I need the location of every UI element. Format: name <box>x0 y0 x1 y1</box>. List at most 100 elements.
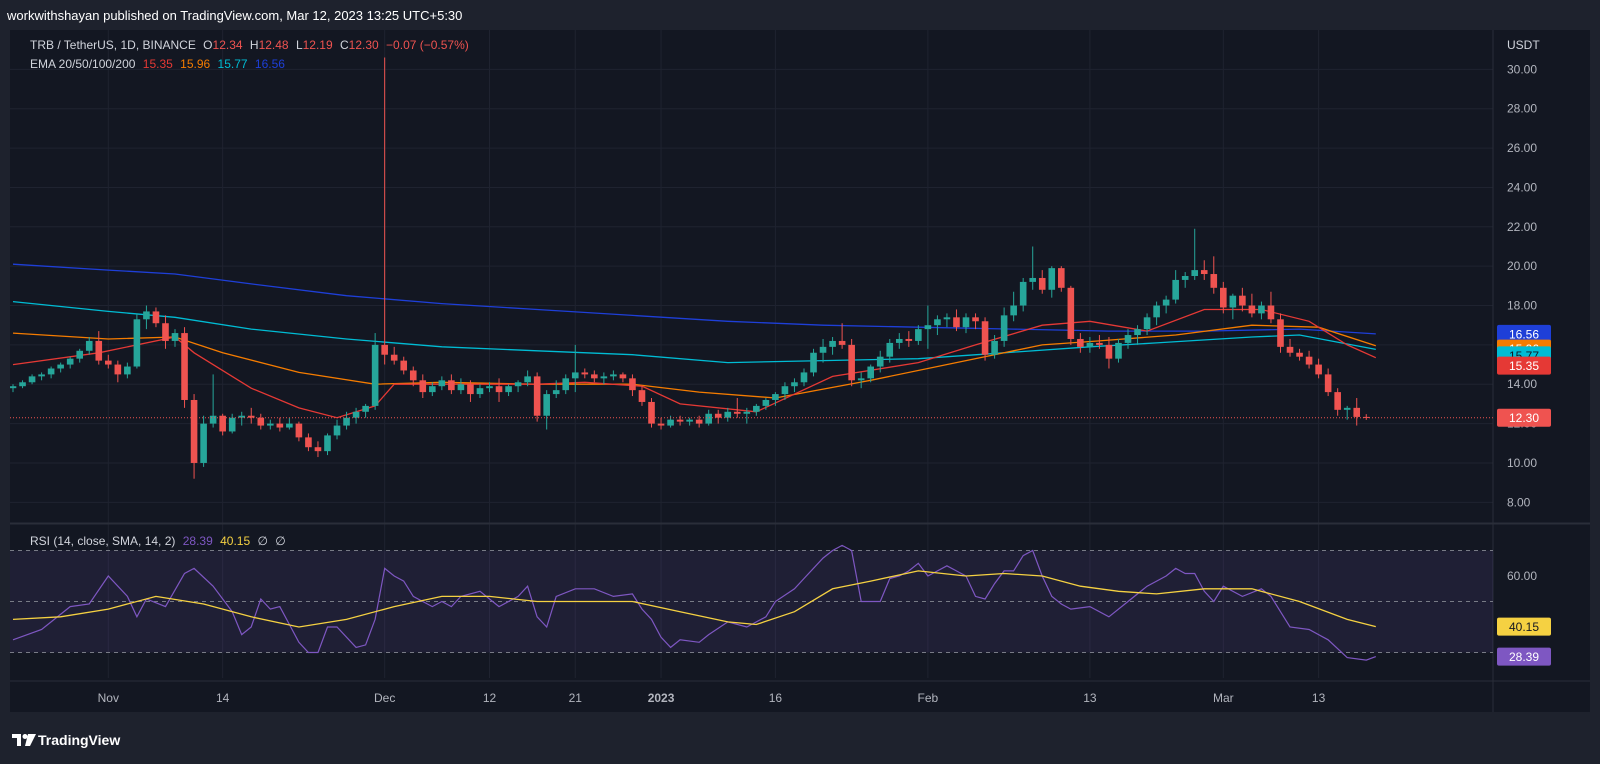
high-label: H <box>249 38 259 52</box>
candle-body-128 <box>1229 295 1237 308</box>
candle-body-64 <box>619 374 627 379</box>
candle-body-13 <box>133 319 141 367</box>
x-tick-12: 12 <box>483 691 497 705</box>
ema50-line <box>12 324 1377 399</box>
rsi-badge-0-text: 40.15 <box>1509 620 1539 634</box>
candle-body-4 <box>47 368 55 375</box>
price-tick-18: 18.00 <box>1507 299 1537 313</box>
candle-body-116 <box>1115 342 1122 359</box>
candle-body-132 <box>1267 305 1275 320</box>
candle-body-129 <box>1239 295 1246 306</box>
candle-body-9 <box>95 340 103 361</box>
change-value: −0.07 (−0.57%) <box>386 38 469 52</box>
rsi-tick-60: 60.00 <box>1507 569 1537 583</box>
price-badge-3-text: 15.35 <box>1509 359 1539 373</box>
ema200-value: 16.56 <box>254 57 285 71</box>
candle-body-19 <box>190 399 198 463</box>
candle-body-123 <box>1181 276 1189 280</box>
ema20-line <box>12 308 1377 419</box>
rsi-extra1: ∅ <box>257 534 268 548</box>
candle-body-96 <box>924 325 932 330</box>
candle-body-84 <box>810 352 817 373</box>
close-value: 12.30 <box>348 38 379 52</box>
rsi-sma-value: 40.15 <box>220 534 251 548</box>
rsi-value: 28.39 <box>182 534 213 548</box>
rsi-extra2: ∅ <box>275 534 286 548</box>
candle-body-15 <box>152 311 160 324</box>
chart-area[interactable]: 8.0010.0012.0014.0016.0018.0020.0022.002… <box>10 30 1590 712</box>
x-tick-Nov: Nov <box>98 691 119 705</box>
candle-body-73 <box>705 413 712 424</box>
candle-body-70 <box>676 419 684 422</box>
candle-body-28 <box>276 423 284 428</box>
candle-body-67 <box>648 401 655 424</box>
tradingview-brand[interactable]: TradingView <box>38 732 121 748</box>
candle-body-97 <box>934 319 941 326</box>
candle-body-18 <box>181 333 188 400</box>
candle-body-37 <box>362 405 369 412</box>
candle-body-101 <box>972 317 979 322</box>
candle-body-45 <box>438 380 446 387</box>
x-tick-13: 13 <box>1083 691 1097 705</box>
candle-body-109 <box>1048 268 1056 290</box>
candle-body-140 <box>1343 407 1351 410</box>
footer: TradingView <box>0 712 1600 764</box>
candle-body-88 <box>848 344 855 381</box>
candle-body-139 <box>1334 392 1341 410</box>
candle-body-3 <box>38 374 45 377</box>
rsi-badge-1-text: 28.39 <box>1509 650 1539 664</box>
candle-body-141 <box>1353 407 1361 417</box>
candle-body-42 <box>409 370 417 381</box>
candle-body-113 <box>1086 342 1094 347</box>
candle-body-39 <box>381 344 388 355</box>
candle-body-55 <box>533 376 541 416</box>
candle-body-127 <box>1220 287 1227 308</box>
rsi-legend: RSI (14, close, SMA, 14, 2) 28.39 40.15 … <box>30 534 290 548</box>
rsi-badge-1-bg <box>1497 647 1551 666</box>
candle-body-91 <box>876 356 884 367</box>
candle-body-12 <box>124 366 131 375</box>
price-badge-3-bg <box>1497 356 1551 375</box>
low-label: L <box>295 38 303 52</box>
candle-body-98 <box>943 317 951 320</box>
candle-body-69 <box>667 419 674 426</box>
candle-body-89 <box>857 378 865 381</box>
candle-body-118 <box>1134 329 1141 336</box>
candle-body-137 <box>1315 364 1322 375</box>
candle-body-34 <box>333 425 341 436</box>
candle-body-122 <box>1172 279 1179 300</box>
rsi-sma-line <box>12 570 1376 628</box>
x-tick-13: 13 <box>1312 691 1326 705</box>
candle-body-48 <box>467 384 474 395</box>
candle-body-124 <box>1191 270 1199 276</box>
candle-body-6 <box>66 358 74 365</box>
candle-body-103 <box>991 340 998 355</box>
x-tick-Dec: Dec <box>374 691 395 705</box>
ema100-value: 15.77 <box>217 57 248 71</box>
ema-legend: EMA 20/50/100/200 15.35 15.96 15.77 16.5… <box>30 57 289 71</box>
candle-body-134 <box>1286 346 1294 353</box>
candle-body-35 <box>343 417 350 426</box>
candle-body-112 <box>1077 338 1084 347</box>
x-tick-Mar: Mar <box>1213 691 1234 705</box>
candle-body-14 <box>143 311 150 320</box>
candle-body-74 <box>714 413 722 418</box>
candle-body-49 <box>476 388 484 395</box>
price-tick-10: 10.00 <box>1507 456 1537 470</box>
price-chart[interactable]: 8.0010.0012.0014.0016.0018.0020.0022.002… <box>10 30 1590 712</box>
candle-body-40 <box>390 354 398 361</box>
currency-label: USDT <box>1507 38 1540 52</box>
close-label: C <box>340 38 349 52</box>
ema200-line <box>12 263 1376 335</box>
rsi-label: RSI (14, close, SMA, 14, 2) <box>30 534 176 548</box>
candle-body-79 <box>762 399 770 406</box>
x-tick-Feb: Feb <box>918 691 939 705</box>
candle-body-80 <box>772 394 779 400</box>
candle-body-27 <box>267 423 274 426</box>
ema20-value: 15.35 <box>142 57 173 71</box>
candle-body-71 <box>686 419 693 422</box>
ema100-line <box>12 300 1376 364</box>
candle-body-0 <box>10 386 17 389</box>
candle-body-121 <box>1162 299 1170 306</box>
candle-body-136 <box>1305 356 1313 365</box>
